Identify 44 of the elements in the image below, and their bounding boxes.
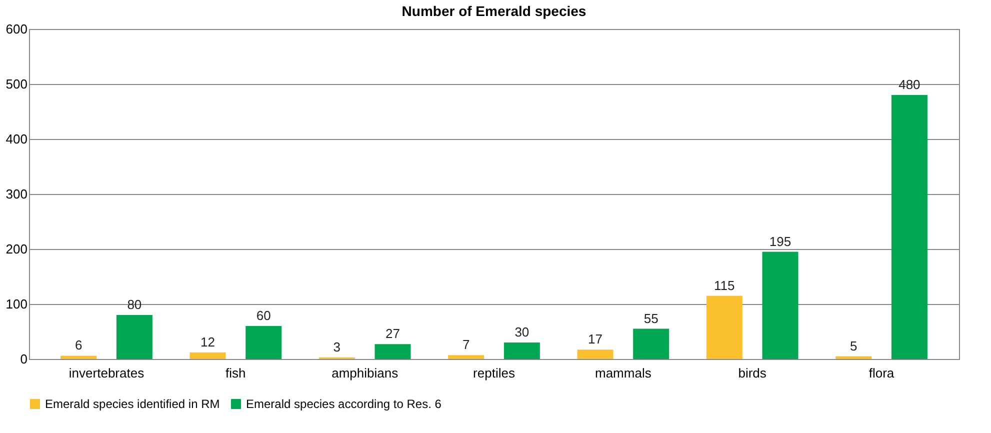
data-label: 30 [514, 324, 530, 340]
bar [633, 328, 670, 359]
data-label: 480 [898, 77, 920, 92]
x-tick-label: mammals [594, 366, 652, 380]
data-label: 195 [769, 234, 792, 249]
x-tick-label: reptiles [473, 366, 516, 380]
data-label: 5 [850, 338, 858, 354]
x-tick-label: fish [226, 366, 246, 380]
bar [246, 326, 282, 359]
data-label: 60 [256, 308, 271, 323]
data-label: 55 [644, 310, 658, 326]
bar [577, 350, 614, 359]
legend-label: Emerald species identified in RM [45, 397, 220, 411]
data-label: 12 [200, 334, 215, 350]
data-label: 27 [386, 326, 400, 342]
y-tick-label: 500 [6, 76, 28, 92]
y-tick-label: 200 [6, 242, 28, 256]
bar [836, 356, 872, 359]
data-label: 80 [127, 297, 142, 312]
y-tick-label: 600 [6, 22, 28, 36]
data-label: 115 [714, 278, 735, 293]
data-label: 6 [74, 338, 82, 353]
y-tick-label: 100 [6, 296, 28, 312]
y-tick-label: 400 [6, 132, 28, 146]
bar [504, 342, 540, 359]
x-tick-label: flora [868, 366, 895, 380]
bar [116, 315, 152, 359]
chart-title: Number of Emerald species [402, 3, 586, 19]
x-tick-label: amphibians [332, 366, 399, 380]
legend-label: Emerald species according to Res. 6 [246, 397, 442, 411]
y-tick-label: 0 [20, 352, 28, 366]
bar [891, 95, 928, 359]
bar [190, 352, 226, 359]
bar [60, 356, 97, 359]
bar [448, 355, 484, 359]
bar [706, 296, 742, 359]
bar [762, 252, 798, 359]
y-tick-label: 300 [6, 186, 28, 202]
data-label: 7 [462, 337, 470, 352]
x-tick-label: invertebrates [68, 366, 145, 380]
data-label: 3 [333, 339, 341, 354]
data-label: 17 [588, 332, 602, 347]
bar [374, 344, 411, 359]
x-tick-label: birds [738, 366, 767, 380]
